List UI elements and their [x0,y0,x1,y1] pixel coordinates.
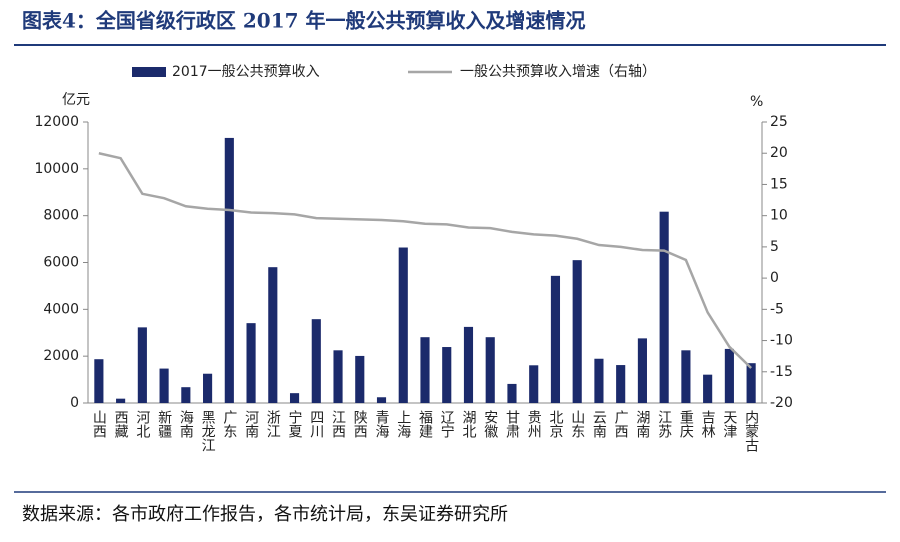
bar [94,359,104,403]
legend-label: 2017一般公共预算收入 [172,64,320,80]
y2-tick-label: 5 [770,239,779,255]
source: 数据来源：各市政府工作报告，各市统计局，东吴证券研究所 [22,504,508,525]
x-tick-label: 山西 [91,410,107,438]
y2-tick-label: -5 [770,301,784,317]
bar [268,267,278,403]
y2-tick-label: 20 [770,145,788,161]
y2-tick-label: 25 [770,114,788,130]
x-tick-label: 贵州 [526,410,542,438]
bar [659,211,669,403]
x-tick-label: 湖南 [634,410,650,438]
x-tick-label: 福建 [417,410,433,439]
x-tick-label: 天津 [721,410,737,438]
y-tick-label: 10000 [34,161,79,177]
bar [224,137,234,403]
bar [703,374,713,403]
x-tick-label: 辽宁 [439,410,455,438]
bar [572,260,582,403]
bar [746,363,756,403]
x-tick-label: 陕西 [352,410,368,438]
bar [681,350,691,403]
x-tick-label: 浙江 [265,410,281,438]
bar [594,358,604,403]
x-tick-label: 山东 [569,410,585,438]
x-tick-label: 内蒙古 [743,410,759,452]
x-tick-label: 新疆 [156,410,172,438]
y-tick-label: 4000 [43,301,79,317]
x-tick-label: 甘肃 [504,410,520,438]
x-tick-label: 青海 [374,410,390,438]
bar [442,347,452,403]
bar [376,397,387,403]
bar [311,319,321,403]
x-tick-label: 广西 [613,410,629,438]
x-tick-label: 河北 [134,410,150,439]
legend-label: 一般公共预算收入增速（右轴） [460,64,656,80]
bar [616,365,626,403]
x-tick-label: 吉林 [700,410,716,438]
y2-tick-label: -10 [770,333,793,349]
bar [116,398,126,403]
bar [159,368,169,403]
x-tick-label: 海南 [178,410,194,438]
y-axis-label: 亿元 [62,92,90,108]
y-tick-label: 2000 [43,348,79,364]
line [98,152,753,369]
bar [203,373,213,403]
bar [507,383,517,403]
x-tick-label: 云南 [591,410,607,438]
y2-tick-label: 15 [770,176,788,192]
x-tick-label: 上海 [395,410,411,438]
bar [485,337,495,403]
bar [463,326,474,403]
bar [355,355,365,403]
x-tick-label: 湖北 [460,410,476,439]
bar [398,247,408,403]
bar [529,365,539,403]
chart-title: 图表4：全国省级行政区 2017 年一般公共预算收入及增速情况 [22,9,586,33]
x-tick-label: 四川 [308,410,324,438]
y2-tick-label: 10 [770,208,788,224]
bar [137,327,147,403]
bar [333,350,343,403]
bar [181,387,191,403]
y-tick-label: 6000 [43,255,79,271]
y-tick-label: 0 [70,395,79,411]
x-tick-label: 安徽 [482,410,498,438]
y2-tick-label: -15 [770,364,793,380]
bar [724,348,734,403]
x-tick-label: 重庆 [678,410,694,438]
bar [637,338,647,403]
x-tick-label: 河南 [243,410,259,438]
bar [420,337,430,403]
y2-tick-label: -20 [770,395,793,411]
y-tick-label: 8000 [43,208,79,224]
bar [289,393,300,403]
y2-axis-label: % [750,94,763,110]
legend-swatch [132,67,166,77]
x-tick-label: 江西 [330,410,346,438]
bar [550,275,561,403]
x-tick-label: 广东 [221,410,237,438]
x-tick-label: 宁夏 [287,409,303,438]
x-tick-label: 黑龙江 [200,410,216,452]
y-tick-label: 12000 [34,114,79,130]
x-tick-label: 江苏 [656,410,672,439]
x-tick-label: 西藏 [113,410,129,438]
bar [246,323,256,403]
y2-tick-label: 0 [770,270,779,286]
x-tick-label: 北京 [547,410,563,438]
